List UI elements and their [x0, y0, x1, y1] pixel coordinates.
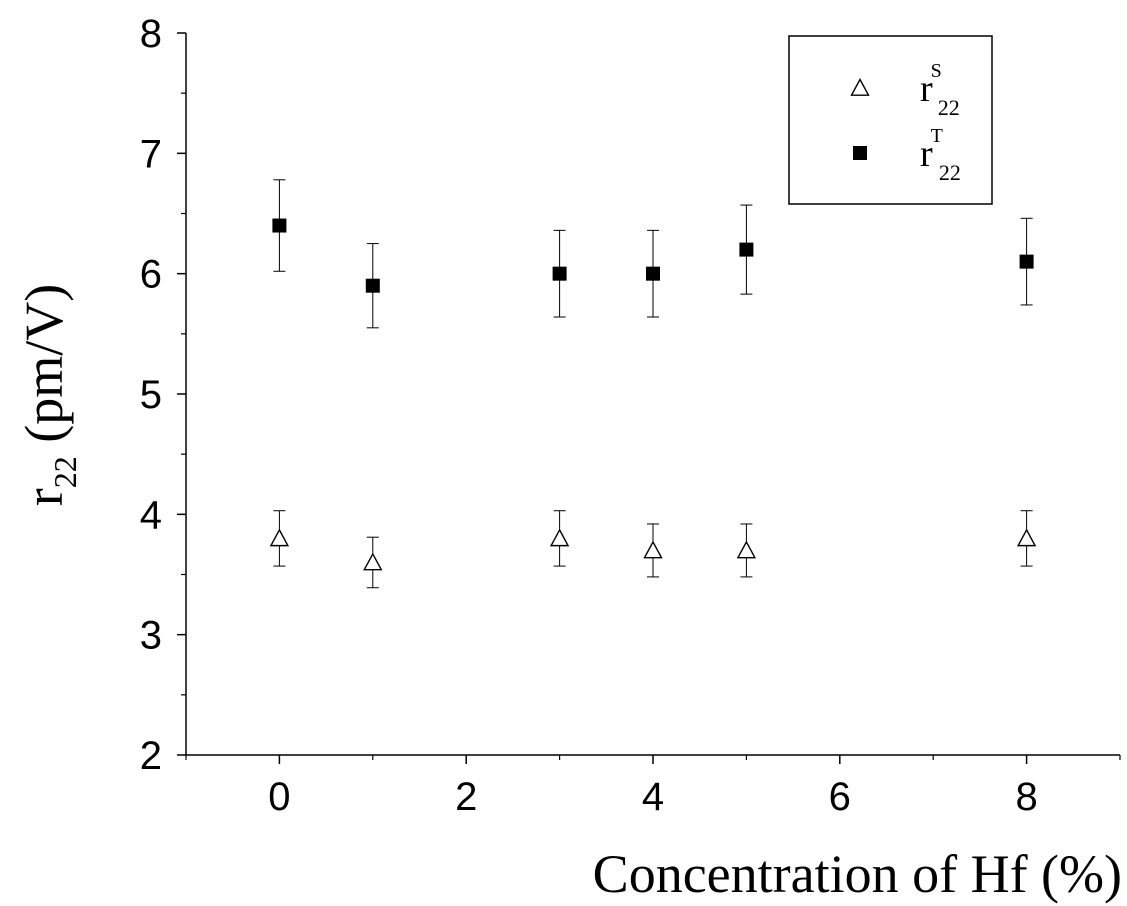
- legend-marker-rS22: [850, 78, 870, 96]
- legend-label-rT22: rT 22: [920, 125, 961, 185]
- data-point-rT22: [552, 266, 567, 281]
- data-point-rS22: [1016, 528, 1037, 547]
- data-point-rS22: [549, 528, 570, 547]
- data-point-rT22: [1019, 254, 1034, 269]
- legend-label-subscript: 22: [938, 95, 960, 120]
- legend-label-base: r: [920, 133, 933, 175]
- data-point-rT22: [365, 278, 380, 293]
- y-tick-label: 5: [140, 373, 162, 417]
- y-axis-title: r22 (pm/V): [14, 284, 83, 506]
- legend-label-base: r: [920, 68, 933, 110]
- legend-marker-rT22: [853, 146, 867, 160]
- x-tick-label: 4: [642, 775, 664, 819]
- y-axis-title-rest: (pm/V): [14, 284, 74, 456]
- y-axis-title-subscript: 22: [47, 456, 83, 488]
- x-axis-title: Concentration of Hf (%): [593, 844, 1122, 904]
- legend-label-superscript: T: [931, 125, 943, 147]
- x-tick-label: 0: [268, 775, 290, 819]
- ticks: 2 3 4 5 6 7 8 0 2 4 6 8: [140, 12, 1121, 819]
- data-point-rS22: [736, 540, 757, 559]
- y-tick-label: 4: [140, 493, 162, 537]
- y-tick-label: 8: [140, 12, 162, 56]
- x-tick-label: 6: [829, 775, 851, 819]
- y-tick-label: 2: [140, 734, 162, 778]
- legend-label-superscript: S: [931, 60, 942, 82]
- x-tick-label: 2: [455, 775, 477, 819]
- data-point-rT22: [646, 266, 660, 281]
- data-point-rS22: [269, 528, 290, 547]
- error-bars: [273, 179, 1033, 589]
- data-point-rS22: [643, 540, 663, 559]
- y-tick-label: 3: [140, 614, 162, 658]
- y-tick-label: 6: [140, 253, 162, 297]
- data-point-rS22: [363, 552, 383, 571]
- data-point-rT22: [272, 218, 287, 233]
- data-point-rT22: [739, 242, 754, 257]
- y-axis-title-base: r: [14, 488, 74, 506]
- legend-box: [788, 35, 993, 205]
- legend-label-rS22: rS 22: [920, 60, 960, 120]
- y-tick-label: 7: [140, 132, 162, 176]
- legend-label-subscript: 22: [939, 160, 961, 185]
- x-tick-label: 8: [1015, 775, 1037, 819]
- data-markers: [269, 218, 1037, 571]
